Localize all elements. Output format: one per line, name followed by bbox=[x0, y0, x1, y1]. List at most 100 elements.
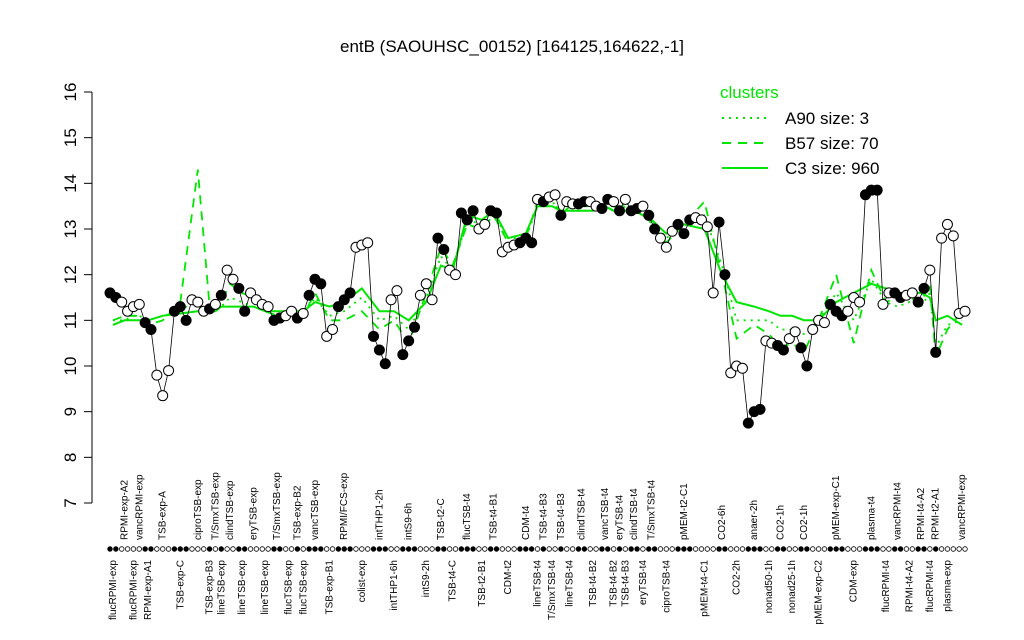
data-point bbox=[947, 230, 959, 242]
sample-dot bbox=[892, 546, 898, 552]
sample-dot bbox=[130, 546, 137, 552]
sample-dot bbox=[564, 546, 570, 552]
sample-dot bbox=[950, 546, 956, 552]
sample-label: CO2-1h bbox=[776, 505, 787, 540]
y-tick-label: 13 bbox=[61, 220, 80, 239]
data-point bbox=[403, 335, 415, 347]
sample-label: TSB-t4-B3 bbox=[538, 493, 549, 540]
sample-dot bbox=[206, 546, 213, 552]
sample-dot bbox=[640, 546, 646, 552]
sample-label: lineTSB-t4 bbox=[565, 560, 576, 607]
sample-dot bbox=[593, 546, 599, 552]
sample-label: pMEM-t2-C1 bbox=[679, 483, 690, 540]
sample-dot bbox=[218, 546, 224, 552]
sample-dot bbox=[886, 546, 892, 552]
sample-label: TSB-exp-B2 bbox=[292, 485, 303, 540]
data-point bbox=[420, 278, 432, 290]
sample-label: TSB-exp-A bbox=[158, 491, 169, 540]
sample-label: pMEM-exp-C1 bbox=[831, 475, 842, 540]
sample-label: CO2-1h bbox=[799, 505, 810, 540]
data-point bbox=[327, 323, 339, 335]
data-point bbox=[379, 358, 391, 370]
sample-dot bbox=[575, 546, 582, 552]
data-point bbox=[959, 305, 971, 317]
sample-label: vancTSB-t4 bbox=[600, 487, 611, 540]
sample-dot bbox=[294, 546, 301, 552]
data-point bbox=[233, 282, 245, 294]
sample-dot bbox=[669, 546, 675, 552]
data-point bbox=[116, 296, 128, 308]
sample-label: plasma-exp bbox=[942, 560, 953, 612]
data-point bbox=[157, 390, 169, 402]
sample-label: TSB-exp-B1 bbox=[325, 560, 336, 615]
sample-dot bbox=[868, 546, 875, 552]
data-point bbox=[608, 196, 620, 208]
legend-title: clusters bbox=[720, 83, 779, 102]
data-point bbox=[461, 214, 473, 226]
sample-label: T/SmxTSB-exp bbox=[210, 472, 221, 540]
sample-dot bbox=[282, 546, 289, 552]
data-point bbox=[854, 296, 866, 308]
sample-label: T/SmxTSB-exp bbox=[272, 472, 283, 540]
sample-dot bbox=[224, 546, 230, 552]
sample-dot bbox=[780, 546, 787, 552]
data-point bbox=[432, 232, 444, 244]
sample-label: eryTSB-exp bbox=[249, 487, 260, 540]
sample-label: nonad25-1h bbox=[787, 560, 798, 613]
y-tick-label: 12 bbox=[61, 265, 80, 284]
sample-label: intS9-2h bbox=[421, 560, 432, 597]
sample-dot bbox=[177, 546, 183, 552]
sample-dot bbox=[938, 546, 945, 552]
sample-dot bbox=[476, 546, 482, 552]
legend-label: C3 size: 960 bbox=[785, 159, 880, 178]
sample-dot bbox=[318, 546, 324, 552]
sample-label: plasma-t4 bbox=[866, 496, 877, 540]
sample-dot bbox=[833, 546, 839, 552]
sample-dot bbox=[523, 546, 529, 552]
sample-label: flucRPMI-exp bbox=[108, 560, 119, 620]
data-point bbox=[643, 209, 655, 221]
sample-dot bbox=[329, 546, 336, 552]
data-point bbox=[842, 305, 854, 317]
data-point bbox=[801, 360, 813, 372]
sample-dot bbox=[851, 546, 857, 552]
sample-dot bbox=[862, 546, 869, 552]
sample-dot bbox=[517, 546, 523, 552]
sample-label: flucRPMI-t4 bbox=[881, 560, 892, 613]
data-point bbox=[707, 287, 719, 299]
sample-label: T/SmxTSB-t4 bbox=[547, 560, 558, 620]
data-point bbox=[736, 362, 748, 374]
y-tick-label: 8 bbox=[61, 453, 80, 462]
sample-dot bbox=[687, 546, 693, 552]
data-point bbox=[215, 289, 227, 301]
sample-dot bbox=[347, 546, 353, 552]
sample-dot bbox=[739, 546, 746, 552]
sample-dot bbox=[154, 546, 160, 552]
sample-label: clindTSB-t4 bbox=[629, 488, 640, 540]
data-point bbox=[163, 365, 175, 377]
sample-dot bbox=[271, 546, 277, 552]
data-point bbox=[385, 294, 397, 306]
sample-label: nonad50-1h bbox=[764, 560, 775, 613]
sample-dot bbox=[692, 546, 699, 552]
data-point bbox=[930, 346, 942, 358]
sample-dot bbox=[605, 546, 611, 552]
sample-dot bbox=[171, 546, 178, 552]
data-point bbox=[619, 193, 631, 205]
sample-dot bbox=[757, 546, 763, 552]
cluster-line bbox=[112, 200, 963, 351]
sample-label: lineTSB-t4 bbox=[533, 560, 544, 607]
data-point bbox=[239, 305, 251, 317]
sample-label: lineTSB-exp bbox=[237, 560, 248, 615]
sample-dot bbox=[657, 546, 664, 552]
sample-dot bbox=[962, 546, 968, 552]
sample-dot bbox=[663, 546, 670, 552]
sample-dot bbox=[810, 546, 816, 552]
sample-dot bbox=[435, 546, 441, 552]
sample-dot bbox=[915, 546, 921, 552]
sample-dot bbox=[124, 546, 131, 552]
sample-label: RPMI-exp-A1 bbox=[143, 560, 154, 620]
sample-dot bbox=[300, 546, 306, 552]
sample-dot bbox=[944, 546, 951, 552]
sample-dot bbox=[288, 546, 295, 552]
